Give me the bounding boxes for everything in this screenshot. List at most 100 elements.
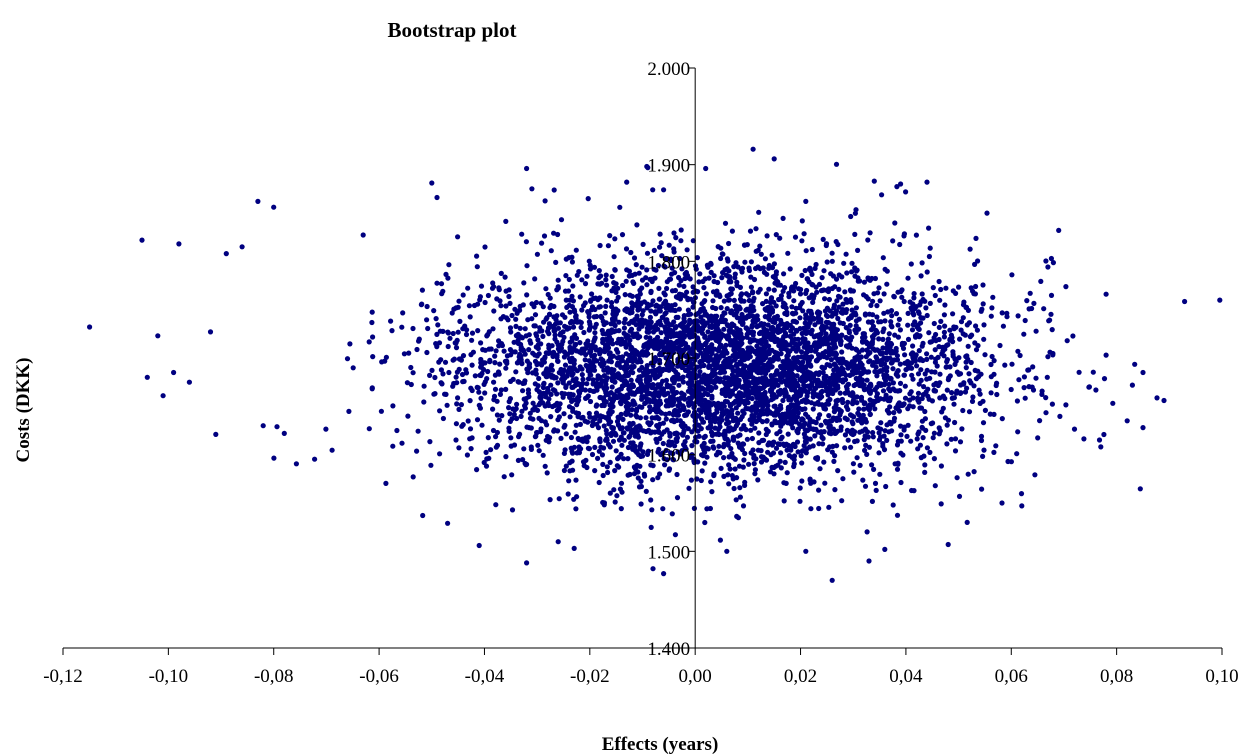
data-point: [582, 418, 588, 424]
data-point: [926, 330, 932, 336]
data-point: [749, 308, 756, 314]
data-point: [434, 344, 440, 350]
data-point: [660, 440, 666, 447]
data-point: [662, 292, 668, 298]
data-point: [537, 325, 543, 331]
data-point: [877, 359, 883, 365]
data-point: [410, 325, 416, 332]
data-point: [841, 260, 847, 266]
data-point: [837, 320, 843, 326]
data-point: [686, 485, 692, 491]
data-point: [825, 447, 831, 453]
data-point: [799, 363, 805, 369]
data-point: [868, 302, 874, 308]
data-point: [935, 354, 941, 360]
data-point: [771, 439, 777, 445]
data-point: [747, 337, 754, 343]
data-point: [732, 466, 738, 472]
data-point: [915, 395, 921, 401]
data-point: [768, 295, 775, 301]
data-point: [968, 359, 974, 366]
data-point: [648, 308, 654, 314]
data-point: [837, 360, 843, 366]
data-point: [651, 393, 657, 399]
data-point: [952, 448, 959, 454]
data-point: [757, 401, 763, 408]
data-point: [749, 414, 755, 420]
data-point: [956, 284, 962, 290]
data-point: [496, 285, 502, 291]
data-point: [601, 423, 607, 429]
data-point: [748, 427, 754, 433]
data-point: [667, 433, 673, 439]
data-point: [880, 345, 886, 351]
data-point: [887, 355, 893, 361]
data-point: [669, 511, 675, 517]
data-point: [625, 444, 632, 451]
data-point: [440, 415, 446, 422]
data-point: [589, 342, 596, 348]
data-point: [795, 449, 801, 455]
data-point: [821, 268, 827, 274]
data-point: [778, 387, 784, 393]
data-point: [804, 287, 810, 294]
data-point: [1064, 338, 1070, 344]
data-point: [607, 459, 613, 465]
data-point: [917, 442, 924, 448]
data-point: [493, 434, 499, 440]
data-point: [884, 422, 890, 428]
data-point: [918, 273, 924, 279]
data-point: [709, 489, 715, 495]
data-point: [894, 353, 901, 359]
data-point: [769, 252, 775, 258]
data-point: [781, 498, 787, 504]
data-point: [651, 247, 657, 253]
data-point: [980, 453, 986, 459]
data-point: [826, 413, 832, 419]
data-point: [878, 420, 884, 426]
data-point: [704, 357, 710, 363]
data-point: [636, 305, 642, 311]
data-point: [615, 456, 621, 462]
data-point: [526, 425, 532, 431]
data-point: [532, 381, 538, 387]
data-point: [521, 280, 527, 286]
data-point: [767, 357, 773, 363]
data-point: [547, 497, 553, 503]
data-point: [794, 380, 800, 386]
data-point: [958, 327, 964, 333]
data-point: [919, 425, 926, 431]
data-point: [902, 352, 908, 358]
data-point: [405, 413, 411, 419]
data-point: [920, 315, 926, 321]
data-point: [631, 391, 638, 397]
data-point: [1043, 410, 1049, 416]
data-point: [551, 428, 557, 434]
data-point: [942, 415, 949, 421]
data-point: [567, 344, 573, 350]
data-point: [909, 327, 916, 333]
data-point: [652, 275, 658, 281]
data-point: [625, 372, 632, 378]
data-point: [702, 519, 708, 526]
data-point: [810, 406, 816, 412]
data-point: [593, 321, 599, 327]
data-point: [652, 355, 658, 362]
data-point: [741, 393, 747, 399]
data-point: [630, 358, 636, 365]
data-point: [825, 398, 831, 404]
data-point: [931, 335, 937, 341]
data-point: [927, 375, 933, 381]
data-point: [914, 436, 920, 442]
data-point: [935, 382, 941, 389]
data-point: [323, 426, 329, 432]
data-point: [717, 424, 723, 430]
data-point: [969, 332, 975, 338]
data-point: [427, 372, 433, 378]
data-point: [599, 378, 605, 384]
data-point: [678, 353, 685, 360]
data-point: [506, 405, 512, 411]
data-point: [521, 396, 527, 402]
data-point: [645, 420, 651, 426]
data-point: [619, 442, 625, 448]
